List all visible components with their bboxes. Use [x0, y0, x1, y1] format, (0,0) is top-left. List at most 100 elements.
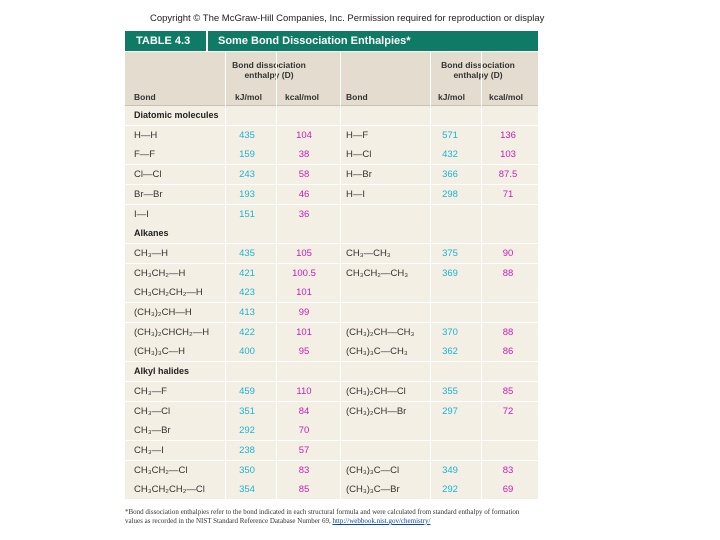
kj-value-cell: 159: [239, 149, 255, 161]
kj-value-cell: 193: [239, 188, 255, 200]
bond-cell: I—I: [134, 208, 149, 220]
kj-value-cell: 422: [239, 326, 255, 338]
bond-cell: Br—Br: [134, 188, 163, 200]
kcal-value-cell: 110: [296, 385, 312, 397]
table-row: (CH₃)₃C—H 400 95 (CH₃)₃C—CH₃ 362 86: [125, 342, 538, 363]
bond-cell: H—F: [346, 129, 369, 141]
kj-value-cell: 370: [442, 326, 458, 338]
section-row: Alkanes: [125, 224, 538, 245]
table-row: CH₃CH₂—H 421 100.5 CH₃CH₂—CH₃ 369 88: [125, 263, 538, 284]
kj-value-cell: [430, 205, 470, 224]
header-bond-left: Bond: [134, 92, 156, 102]
bond-cell: CH₃—H: [134, 247, 168, 259]
section-row: Alkyl halides: [125, 362, 538, 383]
kcal-value-cell: 70: [298, 425, 310, 437]
section-heading: Alkanes: [134, 228, 169, 239]
kj-value-cell: 366: [442, 169, 458, 181]
bond-cell: (CH₃)₂CH—H: [134, 307, 192, 318]
bond-cell: (CH₃)₃C—Cl: [346, 464, 400, 476]
kj-value-cell: 400: [239, 346, 255, 358]
bond-cell: CH₃—F: [134, 385, 167, 397]
table-row: (CH₃)₂CHCH₂—H 422 101 (CH₃)₂CH—CH₃ 370 88: [125, 322, 538, 343]
header-bond-right: Bond: [346, 92, 368, 102]
kj-value-cell: 351: [239, 405, 255, 417]
bond-cell: (CH₃)₂CHCH₂—H: [134, 326, 210, 338]
kcal-value-cell: 83: [502, 464, 514, 476]
kj-value-cell: 292: [442, 484, 458, 496]
kcal-value-cell: [488, 205, 528, 224]
kcal-value-cell: 72: [502, 405, 514, 417]
bond-cell: CH₃CH₂—CH₃: [346, 267, 409, 279]
table-number: TABLE 4.3: [136, 35, 191, 47]
kcal-value-cell: [488, 421, 528, 440]
kj-value-cell: 243: [239, 169, 255, 181]
table-header: Bond dissociation enthalpy (D) Bond diss…: [125, 52, 538, 106]
table-row: H—H 435 104 H—F 571 136: [125, 125, 538, 146]
kj-value-cell: 459: [239, 385, 255, 397]
column-divider: [225, 52, 226, 500]
kj-value-cell: 355: [442, 385, 458, 397]
header-group-right: Bond dissociation enthalpy (D): [441, 60, 515, 80]
table-row: CH₃—H 435 105 CH₃—CH₃ 375 90: [125, 243, 538, 264]
kj-value-cell: 350: [239, 464, 255, 476]
bond-cell: (CH₃)₂CH—Cl: [346, 385, 406, 397]
header-kj-right: kJ/mol: [438, 92, 465, 102]
section-row: Diatomic molecules: [125, 106, 538, 126]
kcal-value-cell: 90: [502, 247, 514, 259]
kcal-value-cell: 103: [500, 149, 516, 161]
kcal-value-cell: 85: [298, 484, 310, 496]
kj-value-cell: 432: [442, 149, 458, 161]
table-row: I—I 151 36: [125, 204, 538, 225]
table-row: (CH₃)₂CH—H 413 99: [125, 303, 538, 323]
kj-value-cell: 375: [442, 247, 458, 259]
kj-value-cell: 435: [239, 247, 255, 259]
kj-value-cell: 413: [239, 307, 255, 318]
nist-webbook-link[interactable]: http://webbook.nist.gov/chemistry/: [332, 517, 431, 525]
bond-cell: CH₃CH₂—H: [134, 267, 186, 279]
table-row: Br—Br 193 46 H—I 298 71: [125, 184, 538, 205]
table-row: CH₃CH₂CH₂—Cl 354 85 (CH₃)₃C—Br 292 69: [125, 480, 538, 501]
table-row: CH₃—F 459 110 (CH₃)₂CH—Cl 355 85: [125, 381, 538, 402]
kcal-value-cell: 104: [296, 129, 312, 141]
kcal-value-cell: 46: [298, 188, 310, 200]
bond-cell: (CH₃)₃C—H: [134, 346, 186, 358]
kcal-value-cell: 88: [502, 326, 514, 338]
kcal-value-cell: 85: [502, 385, 514, 397]
bond-cell: (CH₃)₃C—Br: [346, 484, 400, 496]
kcal-value-cell: 57: [298, 444, 310, 456]
kcal-value-cell: 58: [298, 169, 310, 181]
kcal-value-cell: 95: [298, 346, 310, 358]
kj-value-cell: 369: [442, 267, 458, 279]
kcal-value-cell: 38: [298, 149, 310, 161]
kj-value-cell: 349: [442, 464, 458, 476]
bond-cell: CH₃CH₂—Cl: [134, 464, 188, 476]
kcal-value-cell: 99: [298, 307, 310, 318]
header-kcal-right: kcal/mol: [489, 92, 524, 102]
kcal-value-cell: 101: [296, 287, 312, 299]
kj-value-cell: 297: [442, 405, 458, 417]
kj-value-cell: [430, 421, 470, 440]
table-row: CH₃—Br 292 70: [125, 421, 538, 442]
header-kj-left: kJ/mol: [235, 92, 262, 102]
bond-cell: (CH₃)₂CH—Br: [346, 405, 407, 417]
kcal-value-cell: [488, 283, 528, 302]
kj-value-cell: 423: [239, 287, 255, 299]
kcal-value-cell: 86: [502, 346, 514, 358]
table-row: CH₃—Cl 351 84 (CH₃)₂CH—Br 297 72: [125, 401, 538, 422]
bond-cell: CH₃CH₂CH₂—H: [134, 287, 203, 299]
bond-cell: CH₃—CH₃: [346, 247, 391, 259]
bond-cell: CH₃—I: [134, 444, 164, 456]
kcal-value-cell: 101: [296, 326, 312, 338]
bond-cell: F—F: [134, 149, 156, 161]
kcal-value-cell: 84: [298, 405, 310, 417]
kj-value-cell: [430, 283, 470, 302]
table-title: Some Bond Dissociation Enthalpies*: [206, 31, 411, 51]
kcal-value-cell: 100.5: [292, 267, 316, 279]
column-divider: [430, 52, 431, 500]
kcal-value-cell: [488, 441, 528, 460]
column-divider: [276, 52, 277, 500]
bond-cell: CH₃CH₂CH₂—Cl: [134, 484, 205, 496]
kcal-value-cell: [488, 303, 528, 322]
bond-cell: CH₃—Br: [134, 425, 171, 437]
kj-value-cell: 292: [239, 425, 255, 437]
